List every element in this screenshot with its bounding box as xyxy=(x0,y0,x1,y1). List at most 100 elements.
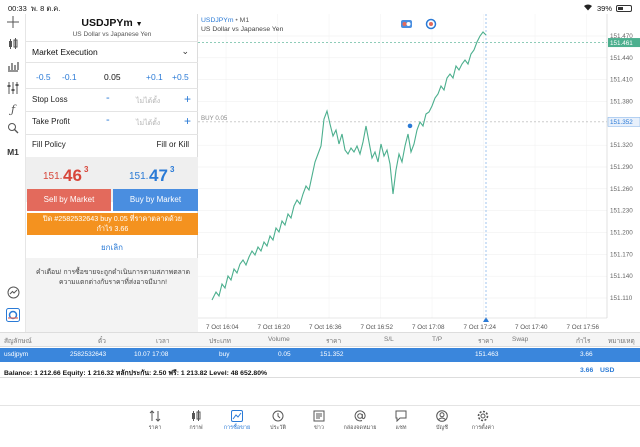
objects-icon[interactable] xyxy=(5,122,21,138)
time-tick-label: 7 Oct 16:52 xyxy=(361,324,394,331)
sliders-icon[interactable] xyxy=(5,82,21,98)
one-click-buy-dot xyxy=(406,22,411,26)
price-tick-label: 151.320 xyxy=(610,142,633,149)
cancel-button[interactable]: ยกเลิก xyxy=(100,243,123,252)
tab-news[interactable]: ข่าว xyxy=(299,410,339,432)
header-profit: กำไร xyxy=(576,338,591,345)
stop-loss-label: Stop Loss xyxy=(32,95,68,104)
trade-icon xyxy=(231,410,243,422)
price-tick-label: 151.230 xyxy=(610,208,633,215)
header-current-price: ราคา xyxy=(478,338,494,345)
buy-by-market-button[interactable]: Buy by Market xyxy=(113,189,198,211)
execution-type[interactable]: Market Execution xyxy=(32,47,98,57)
price-tick-label: 151.290 xyxy=(610,164,633,171)
close-position-line2: กำไร 3.66 xyxy=(96,224,129,233)
take-profit-minus-button[interactable]: - xyxy=(106,114,110,126)
tab-settings[interactable]: การตั้งค่า xyxy=(463,410,503,432)
warning-text: คำเตือน! การซื้อขายจะถูกดำเนินการตามสภาพ… xyxy=(35,269,191,286)
autotrading-dot xyxy=(429,22,433,26)
row-time: 10.07 17:08 xyxy=(134,351,169,358)
header-open-price: ราคา xyxy=(326,338,342,345)
tab-quotes[interactable]: ราคา xyxy=(135,410,175,432)
fill-policy-label: Fill Policy xyxy=(32,140,66,149)
price-tick-label: 151.470 xyxy=(610,33,633,40)
header-volume: Volume xyxy=(268,336,290,343)
header-sl: S/L xyxy=(384,336,394,343)
zoom-icon[interactable] xyxy=(5,286,21,302)
positions-table-header: สัญลักษณ์ ตั๋ว เวลา ประเภท Volume ราคา S… xyxy=(0,332,640,347)
quotes-icon xyxy=(149,410,161,422)
bar-chart-icon[interactable] xyxy=(5,60,21,76)
timeframe-label[interactable]: M1 xyxy=(7,147,19,157)
sell-by-market-button[interactable]: Sell by Market xyxy=(27,189,111,211)
row-profit: 3.66 xyxy=(580,351,593,358)
tab-trade[interactable]: การซื้อขาย xyxy=(217,410,257,432)
take-profit-input[interactable]: ไม่ได้ตั้ง xyxy=(136,120,161,127)
stop-loss-plus-button[interactable]: + xyxy=(183,92,191,106)
close-position-button[interactable]: ปิด #2582532643 buy 0.05 ที่ราคาตลาดด้วย… xyxy=(27,213,198,235)
price-axis: 151.470 151.440 151.410 151.380 151.320 151.2… xyxy=(606,14,633,318)
current-price-tag xyxy=(608,38,640,48)
price-tick-label: 151.440 xyxy=(610,55,633,62)
price-series-line xyxy=(211,31,487,301)
autotrading-icon xyxy=(425,18,437,30)
volume-plus-small-button[interactable]: +0.1 xyxy=(146,72,163,82)
tab-charts[interactable]: กราฟ xyxy=(176,410,216,432)
stop-loss-input[interactable]: ไม่ได้ตั้ง xyxy=(136,98,161,105)
volume-plus-big-button[interactable]: +0.5 xyxy=(172,72,189,82)
stop-loss-minus-button[interactable]: - xyxy=(106,92,110,104)
order-symbol[interactable]: USDJPYm ▼ xyxy=(81,17,143,29)
current-price-tag-text: 151.461 xyxy=(610,40,633,47)
volume-minus-big-button[interactable]: -0.5 xyxy=(36,72,51,82)
chart-symbol-title: USDJPYm • M1 xyxy=(201,17,249,24)
account-icon xyxy=(436,410,448,422)
price-tick-label: 151.200 xyxy=(610,230,633,237)
battery-icon xyxy=(616,4,632,12)
status-bar: 00:33 พ. 8 ต.ค. 39% xyxy=(0,0,640,14)
row-symbol: usdjpym xyxy=(4,351,29,358)
take-profit-label: Take Profit xyxy=(32,117,70,126)
time-tick-label: 7 Oct 17:56 xyxy=(567,324,600,331)
tab-chat[interactable]: แชท xyxy=(381,410,421,432)
crosshair-icon[interactable] xyxy=(5,16,21,32)
volume-minus-small-button[interactable]: -0.1 xyxy=(62,72,77,82)
header-time: เวลา xyxy=(156,338,170,345)
time-cursor-marker xyxy=(483,317,489,322)
bottom-tab-bar: ราคา กราฟ การซื้อขาย ประวัติ ข่าว กล่องจ… xyxy=(0,405,640,447)
chart-symbol-description: US Dollar vs Japanese Yen xyxy=(201,26,284,33)
broker-logo-icon[interactable] xyxy=(5,308,21,324)
chevron-down-icon[interactable]: ⌄ xyxy=(181,46,189,56)
price-tick-label: 151.410 xyxy=(610,77,633,84)
tab-account[interactable]: บัญชี xyxy=(422,410,462,432)
function-icon[interactable]: ƒ xyxy=(10,103,16,116)
order-symbol-description: US Dollar vs Japanese Yen xyxy=(72,31,152,38)
battery-percent: 39% xyxy=(596,3,612,13)
wifi-icon xyxy=(583,3,593,13)
balance-bar: Balance: 1 212.66 Equity: 1 216.32 หลักป… xyxy=(0,363,640,378)
entry-point-marker xyxy=(407,123,413,129)
order-panel: USDJPYm ▼ US Dollar vs Japanese Yen Mark… xyxy=(26,14,198,332)
time-tick-label: 7 Oct 17:08 xyxy=(412,324,445,331)
tab-history[interactable]: ประวัติ xyxy=(258,410,298,432)
price-chart[interactable]: USDJPYm • M1 US Dollar vs Japanese Yen B… xyxy=(198,14,640,332)
buy-price-tag xyxy=(607,117,640,127)
row-volume: 0.05 xyxy=(278,351,291,358)
row-ticket: 2582532643 xyxy=(70,351,107,358)
header-tp: T/P xyxy=(432,336,443,343)
total-profit: 3.66 xyxy=(580,367,594,374)
volume-value[interactable]: 0.05 xyxy=(104,72,121,82)
chevron-down-icon: ▼ xyxy=(135,21,143,28)
price-tick-label: 151.170 xyxy=(610,251,633,258)
chart-toolbar-icons[interactable] xyxy=(401,18,437,30)
fill-policy-value[interactable]: Fill or Kill xyxy=(156,140,189,149)
tab-mailbox[interactable]: กล่องจดหมาย xyxy=(340,410,380,432)
header-ticket: ตั๋ว xyxy=(98,338,106,345)
table-row[interactable]: usdjpym 2582532643 10.07 17:08 buy 0.05 … xyxy=(0,348,640,362)
row-open-price: 151.352 xyxy=(320,351,344,358)
close-position-line1: ปิด #2582532643 buy 0.05 ที่ราคาตลาดด้วย xyxy=(43,214,182,223)
one-click-sell-dot xyxy=(402,22,407,26)
price-tick-label: 151.260 xyxy=(610,186,633,193)
candlestick-icon[interactable] xyxy=(5,38,21,54)
account-currency: USD xyxy=(600,367,615,374)
take-profit-plus-button[interactable]: + xyxy=(183,114,191,128)
